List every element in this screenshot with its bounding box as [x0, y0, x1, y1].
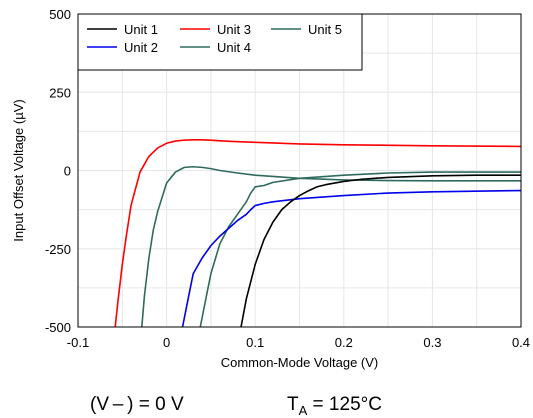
- y-tick-label: 250: [49, 85, 71, 100]
- legend-label: Unit 4: [217, 40, 251, 55]
- legend-label: Unit 3: [217, 22, 251, 37]
- legend-box: [77, 13, 363, 71]
- x-axis-title: Common-Mode Voltage (V): [221, 355, 379, 370]
- legend: Unit 1 Unit 2 Unit 3 Unit 4 Unit 5: [77, 13, 363, 71]
- supply-condition: (V – ) = 0 V: [90, 394, 184, 415]
- legend-label: Unit 5: [308, 22, 342, 37]
- x-tick-label: 0.4: [512, 335, 530, 350]
- x-tick-label: 0.2: [335, 335, 353, 350]
- series-line-unit-3: [114, 139, 522, 328]
- y-axis-title: Input Offset Voltage (µV): [11, 99, 26, 241]
- series-line-unit-4: [199, 171, 521, 328]
- series-line-unit-1: [240, 174, 521, 328]
- legend-label: Unit 1: [124, 22, 158, 37]
- tick-labels: -0.1 0 0.1 0.2 0.3 0.4 500 250 0 -250 -500: [45, 7, 530, 350]
- series-layer: [114, 139, 522, 328]
- series-line-unit-5: [140, 165, 521, 328]
- x-tick-label: 0.3: [423, 335, 441, 350]
- series-line-unit-2: [181, 189, 522, 328]
- x-tick-label: 0.1: [246, 335, 264, 350]
- temp-value: = 125°C: [307, 394, 382, 415]
- x-tick-label: 0: [163, 335, 170, 350]
- legend-label: Unit 2: [124, 40, 158, 55]
- y-tick-label: 0: [64, 164, 71, 179]
- y-tick-label: 500: [49, 7, 71, 22]
- x-tick-label: -0.1: [67, 335, 89, 350]
- y-tick-label: -500: [45, 320, 71, 335]
- temperature-condition: TA = 125°C: [287, 394, 382, 418]
- y-tick-label: -250: [45, 242, 71, 257]
- temp-subscript: A: [298, 402, 308, 418]
- temp-symbol: T: [287, 394, 299, 415]
